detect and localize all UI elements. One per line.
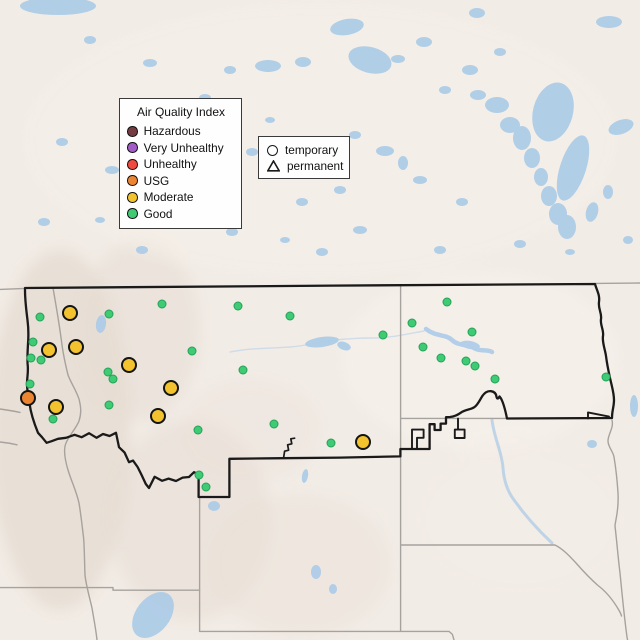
aqi-marker-good[interactable] xyxy=(285,311,295,321)
aqi-marker-good[interactable] xyxy=(378,330,388,340)
aqi-marker-good[interactable] xyxy=(233,301,243,311)
aqi-marker-good[interactable] xyxy=(104,309,114,319)
aqi-marker-moderate[interactable] xyxy=(48,399,64,415)
aqi-marker-good[interactable] xyxy=(157,299,167,309)
legend-item-very-unhealthy: Very Unhealthy xyxy=(127,140,235,157)
legend-label-very-unhealthy: Very Unhealthy xyxy=(143,140,224,155)
legend-item-usg: USG xyxy=(127,173,235,190)
legend-item-good: Good xyxy=(127,206,235,223)
legend-swatch-good xyxy=(127,208,138,220)
aqi-marker-good[interactable] xyxy=(28,337,38,347)
aqi-marker-good[interactable] xyxy=(407,318,417,328)
aqi-legend: Air Quality Index Hazardous Very Unhealth… xyxy=(119,98,242,229)
aqi-marker-good[interactable] xyxy=(194,470,204,480)
aqi-marker-moderate[interactable] xyxy=(62,305,78,321)
aqi-marker-moderate[interactable] xyxy=(163,380,179,396)
aqi-marker-good[interactable] xyxy=(490,374,500,384)
legend-item-moderate: Moderate xyxy=(127,189,235,206)
marker-type-row-temporary: temporary xyxy=(267,142,343,158)
aqi-marker-good[interactable] xyxy=(187,346,197,356)
aqi-marker-good[interactable] xyxy=(418,342,428,352)
marker-type-legend: temporary permanent xyxy=(258,136,350,179)
permanent-triangle-icon xyxy=(267,160,280,172)
legend-item-hazardous: Hazardous xyxy=(127,123,235,140)
aqi-marker-good[interactable] xyxy=(601,372,611,382)
legend-swatch-moderate xyxy=(127,191,138,203)
aqi-marker-moderate[interactable] xyxy=(41,342,57,358)
aqi-marker-moderate[interactable] xyxy=(355,434,371,450)
legend-item-unhealthy: Unhealthy xyxy=(127,156,235,173)
temporary-circle-icon xyxy=(267,144,278,156)
aqi-marker-good[interactable] xyxy=(25,379,35,389)
legend-label-good: Good xyxy=(143,206,173,221)
aqi-legend-title: Air Quality Index xyxy=(136,105,226,119)
aqi-marker-good[interactable] xyxy=(108,374,118,384)
aqi-marker-good[interactable] xyxy=(467,327,477,337)
aqi-marker-moderate[interactable] xyxy=(68,339,84,355)
aqi-marker-good[interactable] xyxy=(35,312,45,322)
aqi-legend-items: Hazardous Very Unhealthy Unhealthy USG Moder… xyxy=(127,123,235,222)
marker-type-label-permanent: permanent xyxy=(287,159,344,173)
aqi-marker-good[interactable] xyxy=(104,400,114,410)
legend-swatch-hazardous xyxy=(127,125,138,137)
aqi-marker-good[interactable] xyxy=(201,482,211,492)
aqi-marker-good[interactable] xyxy=(436,353,446,363)
aqi-marker-good[interactable] xyxy=(269,419,279,429)
aqi-marker-good[interactable] xyxy=(442,297,452,307)
aqi-marker-good[interactable] xyxy=(193,425,203,435)
aqi-marker-moderate[interactable] xyxy=(121,357,137,373)
aqi-marker-good[interactable] xyxy=(326,438,336,448)
legend-swatch-usg xyxy=(127,175,138,187)
aqi-marker-good[interactable] xyxy=(48,414,58,424)
aqi-marker-usg[interactable] xyxy=(20,390,36,406)
legend-label-hazardous: Hazardous xyxy=(143,124,201,139)
state-borders xyxy=(0,282,640,640)
legend-swatch-unhealthy xyxy=(127,158,138,170)
aqi-marker-moderate[interactable] xyxy=(150,408,166,424)
aqi-marker-good[interactable] xyxy=(103,367,113,377)
legend-label-unhealthy: Unhealthy xyxy=(143,157,197,172)
aqi-marker-good[interactable] xyxy=(238,365,248,375)
aqi-marker-good[interactable] xyxy=(461,356,471,366)
aqi-marker-good[interactable] xyxy=(36,355,46,365)
marker-type-row-permanent: permanent xyxy=(267,158,343,174)
aqi-marker-good[interactable] xyxy=(26,353,36,363)
marker-type-label-temporary: temporary xyxy=(285,143,339,157)
legend-swatch-very-unhealthy xyxy=(127,142,138,154)
aqi-marker-good[interactable] xyxy=(470,361,480,371)
legend-label-usg: USG xyxy=(143,173,170,188)
legend-label-moderate: Moderate xyxy=(143,190,194,205)
